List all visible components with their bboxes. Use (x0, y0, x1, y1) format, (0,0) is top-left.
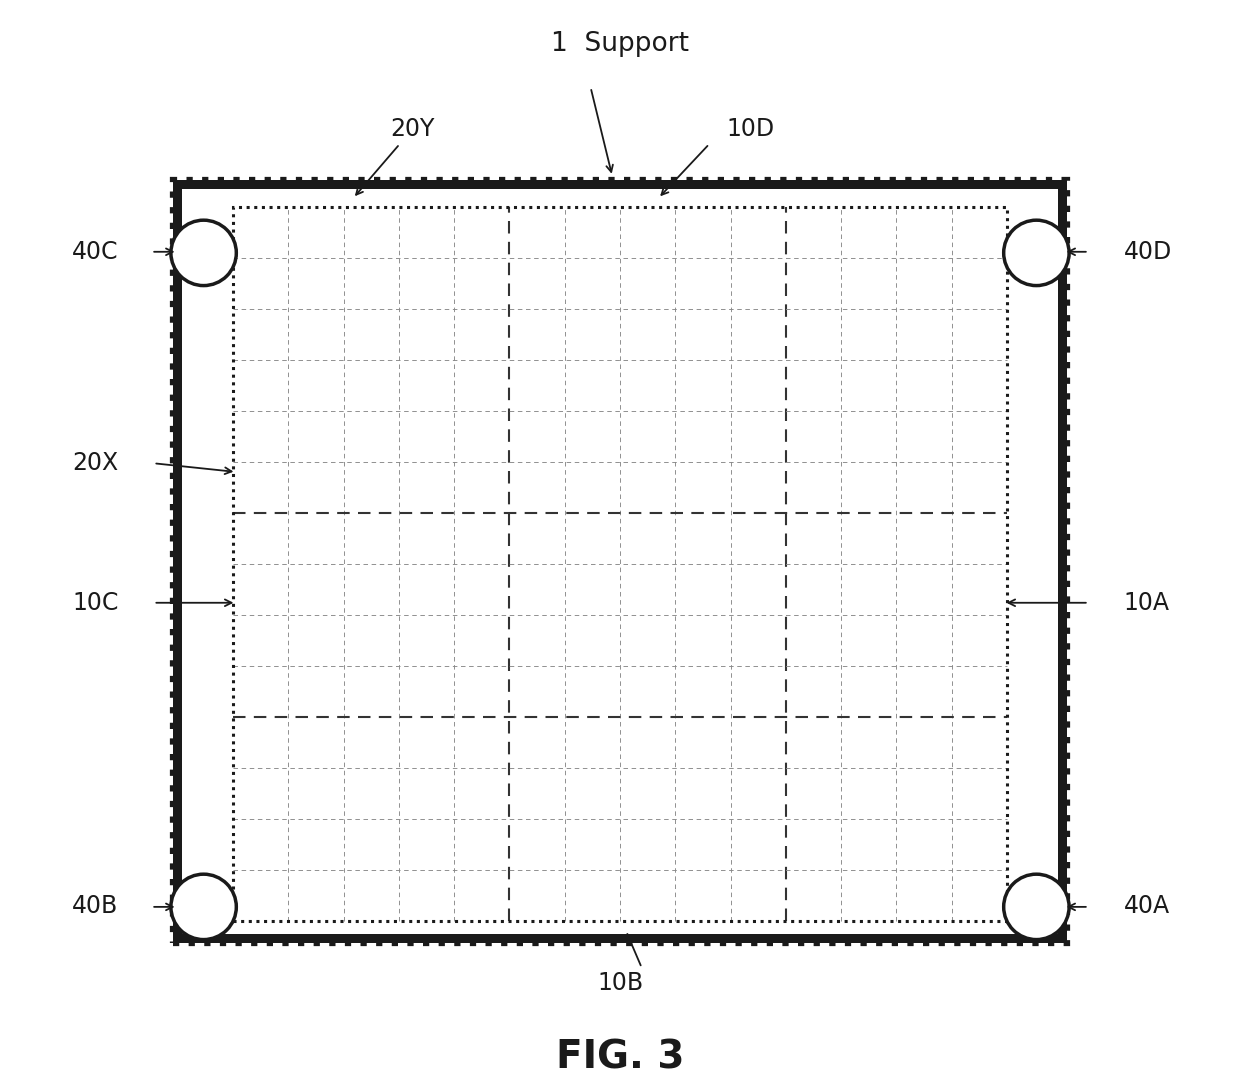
Bar (233, 207, 1007, 921)
Circle shape (171, 874, 237, 940)
Text: 40A: 40A (1123, 894, 1169, 918)
Circle shape (171, 220, 237, 286)
Circle shape (1003, 220, 1069, 286)
Bar (174, 180, 1066, 943)
Text: 10A: 10A (1123, 591, 1169, 615)
Text: 10C: 10C (72, 591, 119, 615)
Text: 1  Support: 1 Support (551, 31, 689, 57)
Circle shape (1003, 874, 1069, 940)
Text: FIG. 3: FIG. 3 (556, 1039, 684, 1076)
Text: 10B: 10B (596, 971, 644, 995)
Text: 40D: 40D (1123, 240, 1172, 264)
Bar (233, 207, 1007, 921)
Text: 40B: 40B (72, 894, 119, 918)
Text: 40C: 40C (72, 240, 119, 264)
Text: 20X: 20X (72, 451, 119, 475)
Bar (174, 180, 1066, 943)
Text: 20Y: 20Y (391, 117, 435, 141)
Text: 10D: 10D (727, 117, 775, 141)
Bar (182, 189, 1058, 934)
